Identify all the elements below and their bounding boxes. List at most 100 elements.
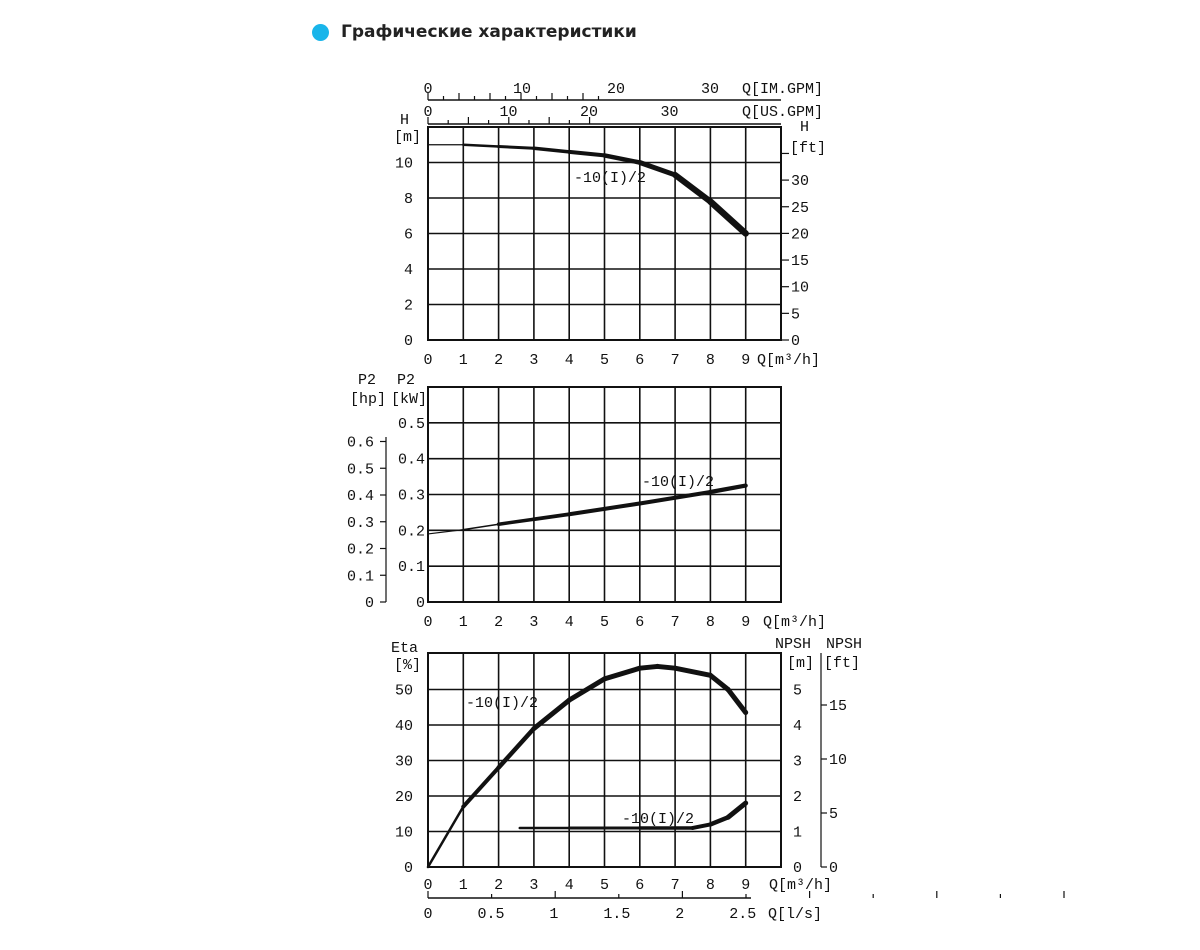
head-x-tick-label: 1 bbox=[459, 352, 468, 369]
ls-tick-label: 2.5 bbox=[729, 906, 756, 923]
npsh-curve bbox=[708, 815, 731, 827]
eta-tick-label: 0 bbox=[404, 860, 413, 877]
head-ft-tick-label: 30 bbox=[791, 173, 809, 190]
eta-x-tick-label: 9 bbox=[741, 877, 750, 894]
eta-curve bbox=[461, 765, 501, 809]
eta-curve bbox=[566, 676, 607, 703]
power-kw-tick-label: 0.3 bbox=[398, 488, 425, 505]
head-curve bbox=[532, 146, 571, 154]
npsh-ft-tick-label: 10 bbox=[829, 752, 847, 769]
eta-curve bbox=[707, 672, 731, 692]
power-curve bbox=[532, 512, 572, 522]
head-ft-tick-label: 5 bbox=[791, 306, 800, 323]
eta-x-tick-label: 1 bbox=[459, 877, 468, 894]
im-gpm-tick-label: 0 bbox=[423, 81, 432, 98]
head-ft-tick-label: 25 bbox=[791, 200, 809, 217]
eta-x-tick-label: 6 bbox=[635, 877, 644, 894]
eta-x-tick-label: 7 bbox=[671, 877, 680, 894]
head-curve bbox=[707, 198, 749, 237]
head-x-tick-label: 7 bbox=[671, 352, 680, 369]
head-curve bbox=[672, 171, 714, 205]
us-gpm-tick-label: 0 bbox=[423, 104, 432, 121]
power-kw-axis-label: P2 bbox=[397, 372, 415, 389]
head-curve bbox=[462, 143, 500, 148]
eta-tick-label: 50 bbox=[395, 683, 413, 700]
power-kw-tick-label: 0.1 bbox=[398, 559, 425, 576]
head-x-tick-label: 4 bbox=[565, 352, 574, 369]
power-kw-tick-label: 0.5 bbox=[398, 416, 425, 433]
power-curve bbox=[673, 490, 713, 500]
npsh-ft-axis-label: NPSH bbox=[826, 636, 862, 653]
npsh-m-tick-label: 0 bbox=[793, 860, 802, 877]
npsh-m-tick-label: 5 bbox=[793, 683, 802, 700]
power-x-axis-label: Q[m³/h] bbox=[763, 614, 826, 631]
npsh-ft-tick-label: 15 bbox=[829, 698, 847, 715]
head-curve-label: -10(I)/2 bbox=[574, 170, 646, 187]
eta-tick-label: 40 bbox=[395, 718, 413, 735]
npsh-ft-tick-label: 0 bbox=[829, 860, 838, 877]
head-x-tick-label: 6 bbox=[635, 352, 644, 369]
power-kw-axis-unit: [kW] bbox=[391, 391, 427, 408]
power-x-tick-label: 0 bbox=[423, 614, 432, 631]
power-hp-tick-label: 0.1 bbox=[347, 568, 374, 585]
npsh-m-axis-unit: [m] bbox=[787, 655, 814, 672]
ls-axis-label: Q[l/s] bbox=[768, 906, 822, 923]
head-x-tick-label: 3 bbox=[529, 352, 538, 369]
head-ft-axis-unit: [ft] bbox=[790, 140, 826, 157]
eta-tick-label: 20 bbox=[395, 789, 413, 806]
head-m-tick-label: 2 bbox=[404, 298, 413, 315]
section-title: Графические характеристики bbox=[341, 22, 637, 42]
power-curve bbox=[427, 529, 464, 535]
eta-curve bbox=[672, 665, 713, 678]
ls-tick-label: 1 bbox=[549, 906, 558, 923]
power-x-tick-label: 1 bbox=[459, 614, 468, 631]
npsh-ft-tick-label: 5 bbox=[829, 806, 838, 823]
npsh-m-tick-label: 4 bbox=[793, 718, 802, 735]
head-m-tick-label: 0 bbox=[404, 333, 413, 350]
power-curve-label: -10(I)/2 bbox=[642, 474, 714, 491]
head-m-axis-unit: [m] bbox=[394, 129, 421, 146]
head-curve bbox=[497, 145, 536, 150]
npsh-ft-axis-unit: [ft] bbox=[824, 655, 860, 672]
eta-x-tick-label: 4 bbox=[565, 877, 574, 894]
eta-curve bbox=[496, 726, 537, 770]
power-x-tick-label: 8 bbox=[706, 614, 715, 631]
npsh-curve bbox=[690, 822, 713, 830]
us-gpm-tick-label: 30 bbox=[660, 104, 678, 121]
eta-axis-label: Eta bbox=[391, 640, 418, 657]
power-hp-axis-unit: [hp] bbox=[350, 391, 386, 408]
eta-tick-label: 10 bbox=[395, 825, 413, 842]
eta-curve-label: -10(I)/2 bbox=[466, 695, 538, 712]
head-m-tick-label: 6 bbox=[404, 227, 413, 244]
head-x-tick-label: 2 bbox=[494, 352, 503, 369]
im-gpm-tick-label: 30 bbox=[701, 81, 719, 98]
eta-x-tick-label: 3 bbox=[529, 877, 538, 894]
power-hp-axis-label: P2 bbox=[358, 372, 376, 389]
power-hp-tick-label: 0.5 bbox=[347, 461, 374, 478]
im-gpm-tick-label: 10 bbox=[513, 81, 531, 98]
head-curve bbox=[637, 160, 678, 178]
head-ft-tick-label: 15 bbox=[791, 253, 809, 270]
npsh-curve-label: -10(I)/2 bbox=[622, 811, 694, 828]
eta-x-tick-label: 8 bbox=[706, 877, 715, 894]
eta-x-tick-label: 0 bbox=[423, 877, 432, 894]
ls-tick-label: 2 bbox=[675, 906, 684, 923]
power-x-tick-label: 9 bbox=[741, 614, 750, 631]
head-m-tick-label: 10 bbox=[395, 156, 413, 173]
bullet-icon bbox=[312, 23, 329, 41]
power-x-tick-label: 2 bbox=[494, 614, 503, 631]
eta-tick-label: 30 bbox=[395, 754, 413, 771]
power-x-tick-label: 7 bbox=[671, 614, 680, 631]
power-hp-tick-label: 0.3 bbox=[347, 515, 374, 532]
power-x-tick-label: 5 bbox=[600, 614, 609, 631]
head-x-tick-label: 9 bbox=[741, 352, 750, 369]
ls-tick-label: 0.5 bbox=[477, 906, 504, 923]
eta-curve bbox=[654, 663, 678, 671]
power-x-tick-label: 4 bbox=[565, 614, 574, 631]
power-hp-tick-label: 0 bbox=[365, 595, 374, 612]
head-m-tick-label: 4 bbox=[404, 262, 413, 279]
power-x-tick-label: 6 bbox=[635, 614, 644, 631]
npsh-m-axis-label: NPSH bbox=[775, 636, 811, 653]
power-curve bbox=[462, 523, 500, 531]
